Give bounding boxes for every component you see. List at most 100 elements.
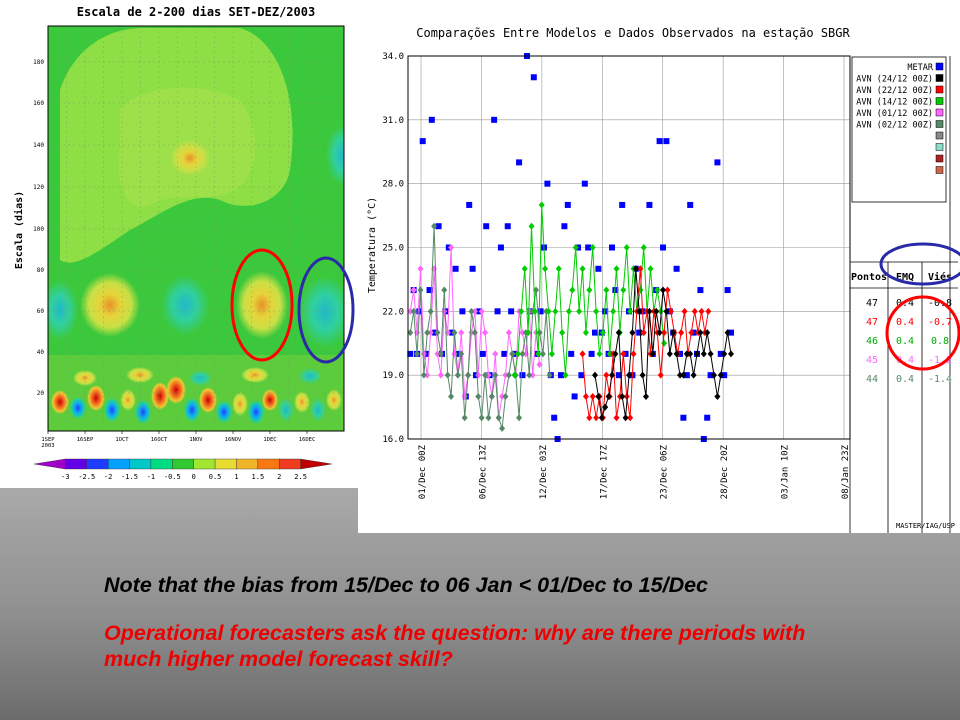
legend-swatch: [935, 154, 944, 163]
data-point: [511, 371, 518, 379]
data-point: [522, 350, 529, 358]
stats-emq: 0.4: [896, 298, 914, 309]
data-point: [704, 329, 711, 337]
data-point: [578, 372, 585, 379]
data-point: [663, 138, 670, 145]
data-point: [728, 350, 734, 358]
wavelet-ytick-label: 100: [33, 226, 44, 233]
data-point: [410, 307, 417, 315]
data-point: [721, 372, 728, 379]
data-point: [533, 286, 540, 294]
wavelet-ytick-label: 160: [33, 100, 44, 107]
note-bias: Note that the bias from 15/Dec to 06 Jan…: [104, 573, 709, 597]
data-point: [666, 350, 673, 358]
data-point: [700, 350, 707, 358]
data-point: [407, 307, 414, 315]
data-point: [407, 350, 414, 357]
data-point: [595, 265, 602, 272]
colorbar-label: 2: [277, 473, 281, 481]
wavelet-colorbar: -3 -2.5 -2 -1.5 -1 -0.5 0 0.5 1 1.5 2 2.5: [33, 458, 333, 481]
data-point: [424, 329, 431, 337]
data-point: [561, 223, 568, 230]
colorbar-label: 1.5: [252, 473, 265, 481]
series-line: [582, 268, 709, 418]
data-point: [657, 371, 664, 379]
chart-ylabel: Temperatura (°C): [367, 197, 378, 293]
data-point: [698, 307, 705, 315]
data-point: [434, 329, 441, 337]
data-point: [528, 222, 535, 230]
data-point: [585, 244, 592, 251]
data-point: [626, 371, 632, 379]
data-point: [592, 329, 598, 336]
data-point: [707, 372, 714, 379]
colorbar-label: -1.5: [121, 473, 138, 481]
data-point: [690, 371, 697, 379]
wavelet-xtick-label: 1NOV: [189, 437, 203, 443]
colorbar-swatch: [193, 458, 216, 470]
chart-credit: MASTER/IAG/USP: [896, 522, 955, 530]
data-point: [441, 307, 448, 315]
chart-legend: METAR AVN (24/12 00Z)AVN (22/12 00Z) AVN (…: [851, 56, 947, 203]
data-point: [694, 350, 700, 358]
data-point: [721, 350, 728, 358]
data-point: [485, 371, 492, 379]
stats-pontos: 47: [866, 298, 878, 309]
wavelet-plot: Escala de 2-200 dias SET-DEZ/2003: [13, 5, 355, 481]
data-point: [519, 350, 526, 358]
legend-label: AVN (14/12 00Z): [856, 98, 933, 108]
chart-ytick-label: 16.0: [382, 435, 404, 445]
stats-pontos: 45: [866, 355, 878, 366]
data-point: [461, 414, 468, 422]
data-point: [458, 329, 465, 337]
data-point: [683, 350, 690, 358]
data-point: [632, 265, 639, 273]
data-point: [661, 339, 668, 347]
data-point: [502, 392, 509, 400]
data-point: [615, 329, 622, 337]
wavelet-xtick-label: 16OCT: [151, 437, 168, 443]
series-line: [409, 226, 551, 429]
data-point: [475, 392, 482, 400]
data-point: [707, 350, 714, 358]
data-point: [492, 371, 499, 379]
data-point: [654, 286, 661, 294]
data-point: [552, 307, 559, 315]
data-point: [428, 116, 435, 123]
data-point: [491, 116, 498, 123]
data-point: [603, 371, 610, 379]
data-point: [714, 159, 721, 166]
data-point: [519, 329, 526, 337]
data-point: [691, 307, 698, 315]
chart-ytick-label: 25.0: [382, 244, 404, 254]
data-point: [581, 180, 588, 187]
data-point: [417, 265, 424, 273]
data-point: [448, 392, 455, 400]
data-point: [622, 414, 629, 422]
chart-xtick-label: 17/Dec 17Z: [599, 444, 609, 499]
data-point: [595, 392, 602, 400]
colorbar-label: 0.5: [209, 473, 222, 481]
data-point: [705, 307, 712, 315]
data-point: [444, 329, 451, 337]
data-point: [643, 392, 649, 400]
data-point: [451, 329, 458, 337]
data-point: [683, 372, 690, 379]
wavelet-xtick-label: 1DEC: [263, 437, 276, 443]
data-point: [656, 329, 663, 337]
data-point: [639, 371, 646, 379]
note-question: Operational forecasters ask the question…: [104, 621, 806, 671]
legend-swatch: [935, 74, 944, 82]
colorbar-label: -3: [61, 473, 69, 481]
data-point: [697, 329, 704, 337]
data-point: [545, 307, 552, 315]
data-point: [609, 371, 615, 379]
data-point: [483, 223, 490, 230]
data-point: [435, 223, 442, 230]
data-point: [609, 244, 615, 251]
data-point: [478, 307, 485, 315]
chart-ytick-label: 22.0: [382, 307, 404, 317]
data-point: [598, 414, 605, 422]
data-point: [593, 307, 600, 315]
wavelet-xtick-label: 16DEC: [299, 437, 316, 443]
